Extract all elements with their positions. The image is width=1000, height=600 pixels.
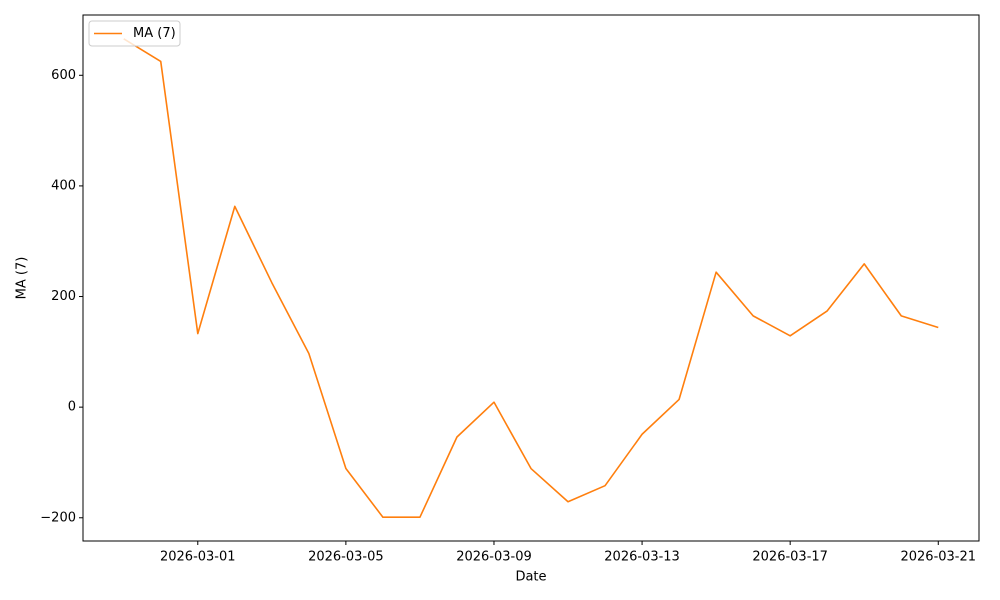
y-tick-label: −200: [40, 510, 76, 525]
legend-label: MA (7): [133, 26, 176, 41]
x-axis-label: Date: [515, 570, 546, 585]
x-tick-label: 2026-03-09: [456, 550, 532, 565]
x-tick-label: 2026-03-17: [752, 550, 828, 565]
y-tick-label: 400: [51, 178, 76, 193]
x-tick-label: 2026-03-01: [160, 550, 236, 565]
x-tick-label: 2026-03-21: [900, 550, 976, 565]
line: [123, 38, 939, 519]
y-axis-label: MA (7): [15, 257, 30, 300]
x-tick-label: 2026-03-13: [604, 550, 680, 565]
y-tick-label: 200: [51, 289, 76, 304]
x-tick-label: 2026-03-05: [308, 550, 384, 565]
y-tick-label: 600: [51, 68, 76, 83]
y-tick-label: 0: [68, 400, 76, 415]
legend-box: [88, 20, 181, 47]
plot-frame: [82, 14, 980, 542]
